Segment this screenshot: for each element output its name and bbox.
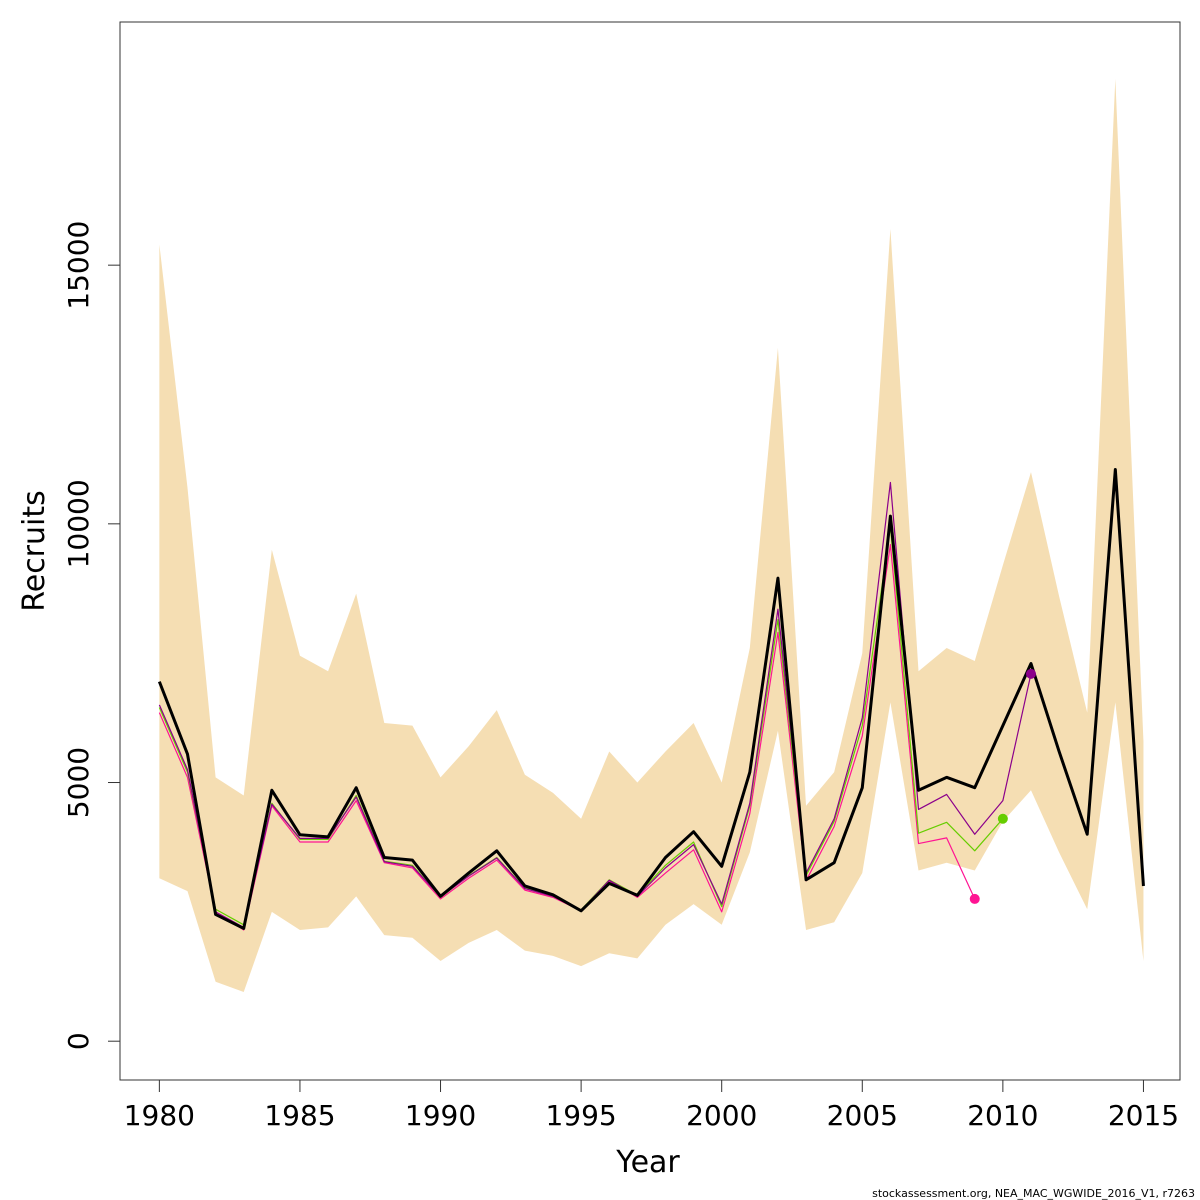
series-layer xyxy=(157,468,1145,931)
y-axis: 0 5000 10000 15000 xyxy=(62,221,121,1050)
y-tick-label: 0 xyxy=(62,1032,95,1050)
x-tick-label: 2000 xyxy=(686,1099,757,1132)
end-point-retro-2010 xyxy=(997,813,1008,824)
y-tick-label: 5000 xyxy=(62,747,95,818)
end-point-retro-2011 xyxy=(1025,668,1036,679)
end-point-retro-2009 xyxy=(969,893,980,904)
y-tick-label: 10000 xyxy=(62,479,95,568)
x-tick-label: 1980 xyxy=(124,1099,195,1132)
x-tick-label: 2015 xyxy=(1108,1099,1179,1132)
y-axis-title: Recruits xyxy=(17,490,52,612)
confidence-band xyxy=(159,78,1144,993)
y-tick-label: 15000 xyxy=(62,221,95,310)
x-axis: 1980 1985 1990 1995 2000 2005 2010 2015 xyxy=(124,1079,1179,1132)
x-tick-label: 1995 xyxy=(545,1099,616,1132)
x-tick-label: 1990 xyxy=(405,1099,476,1132)
source-caption: stockassessment.org, NEA_MAC_WGWIDE_2016… xyxy=(872,1187,1195,1200)
confidence-band-layer xyxy=(159,78,1144,993)
x-tick-label: 2010 xyxy=(967,1099,1038,1132)
x-tick-label: 1985 xyxy=(264,1099,335,1132)
series-line-main xyxy=(157,468,1145,930)
end-points-layer xyxy=(969,668,1036,904)
x-tick-label: 2005 xyxy=(827,1099,898,1132)
x-axis-title: Year xyxy=(615,1145,680,1180)
